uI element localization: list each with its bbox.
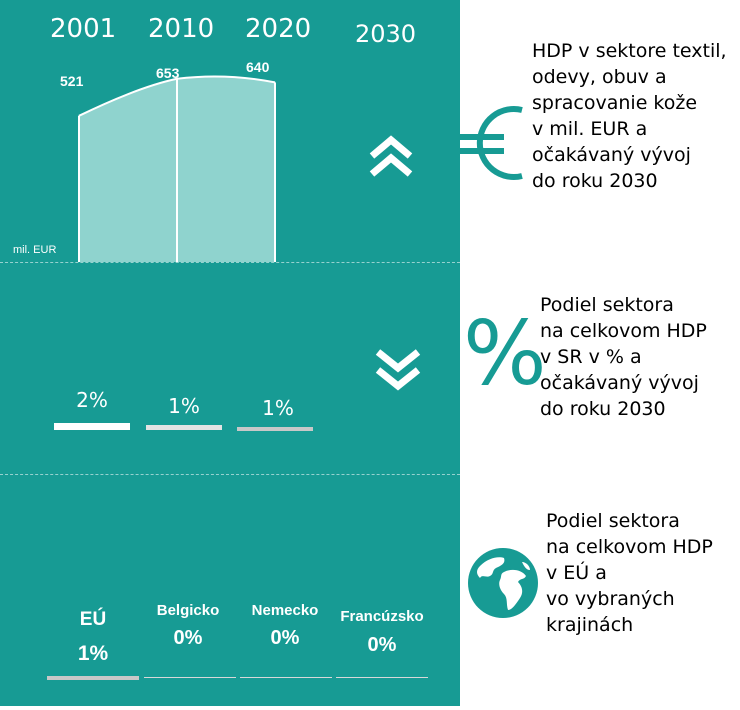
country-name-eu: EÚ — [79, 609, 107, 630]
euro-icon — [458, 106, 523, 180]
value-label-2020: 640 — [246, 59, 270, 75]
double-chevron-down-icon — [375, 349, 421, 391]
country-line-nemecko — [240, 677, 332, 678]
globe-icon — [468, 548, 538, 618]
share-bar-2010 — [146, 425, 222, 430]
value-label-2001: 521 — [60, 73, 84, 89]
section-divider-2 — [0, 474, 460, 475]
share-bar-2001 — [54, 423, 130, 430]
share-label-2010: 1% — [168, 394, 200, 418]
country-name-belgicko: Belgicko — [156, 602, 220, 619]
country-value-francuzsko: 0% — [367, 634, 397, 656]
share-eu-description: Podiel sektora na celkovom HDP v EÚ a vo… — [546, 510, 713, 636]
country-name-nemecko: Nemecko — [251, 602, 319, 619]
percent-icon: % — [463, 302, 547, 405]
section-divider-1 — [0, 262, 460, 263]
share-label-2020: 1% — [262, 396, 294, 420]
country-value-eu: 1% — [77, 642, 109, 665]
year-label-2001: 2001 — [50, 14, 117, 44]
country-name-francuzsko: Francúzsko — [340, 608, 424, 625]
country-line-francuzsko — [336, 677, 428, 678]
gdp-area-chart — [78, 75, 276, 262]
unit-label: mil. EUR — [13, 244, 57, 256]
year-label-2030: 2030 — [355, 20, 417, 48]
infographic-panel: 2001 2010 2020 2030 521 653 640 mil. EUR… — [0, 0, 460, 706]
country-line-eu — [47, 676, 139, 680]
double-chevron-up-icon — [369, 135, 413, 177]
year-label-2010: 2010 — [148, 14, 215, 44]
share-bar-2020 — [237, 427, 313, 431]
value-label-2010: 653 — [156, 65, 180, 81]
gdp-description: HDP v sektore textil, odevy, obuv a spra… — [532, 40, 727, 192]
share-sr-description: Podiel sektora na celkovom HDP v SR v % … — [540, 294, 707, 420]
country-value-belgicko: 0% — [173, 627, 203, 649]
country-value-nemecko: 0% — [270, 627, 300, 649]
country-line-belgicko — [144, 677, 236, 678]
year-label-2020: 2020 — [245, 14, 312, 44]
share-label-2001: 2% — [76, 388, 108, 412]
